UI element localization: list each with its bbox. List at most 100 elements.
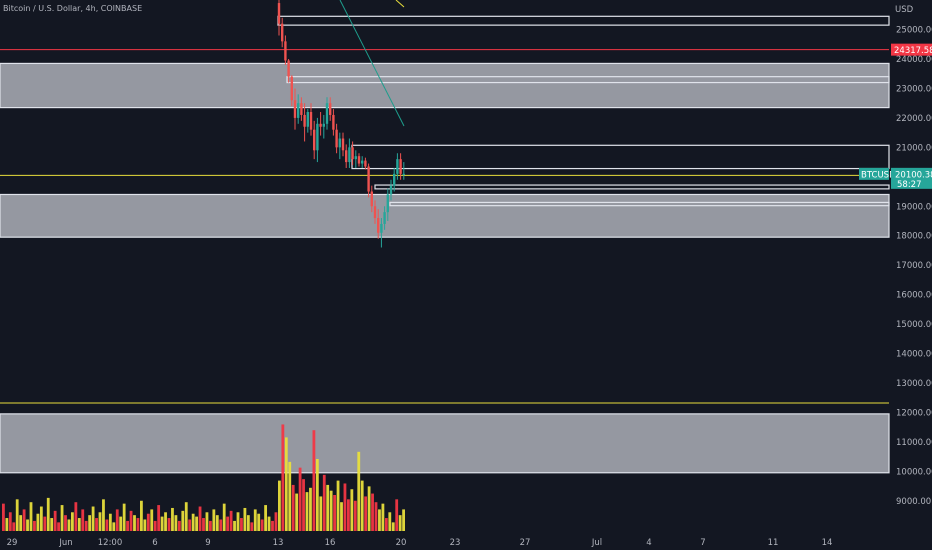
price-tick-label: 19000.00 <box>896 202 932 212</box>
volume-bar <box>257 513 261 531</box>
candle-body <box>373 206 377 219</box>
volume-bar <box>160 516 164 531</box>
volume-bar <box>129 510 133 531</box>
volume-bar <box>115 509 119 531</box>
volume-bar <box>350 489 354 531</box>
candle-body <box>284 41 287 61</box>
outline-zone <box>374 184 890 190</box>
volume-bar <box>357 451 361 531</box>
volume-bar <box>336 480 340 531</box>
volume-bar <box>222 503 226 531</box>
volume-bar <box>274 512 278 531</box>
volume-bar <box>60 505 64 531</box>
volume-bar <box>74 502 78 531</box>
volume-bar <box>229 510 233 531</box>
volume-bar <box>88 515 92 531</box>
price-tick-label: 9000.00 <box>896 497 931 507</box>
volume-bar <box>209 520 212 531</box>
volume-bar <box>181 510 185 531</box>
support-resistance-zone <box>0 193 890 238</box>
volume-bar <box>26 519 29 531</box>
time-tick-label: 20 <box>396 538 407 548</box>
volume-bar <box>36 513 40 531</box>
volume-bar <box>53 510 57 531</box>
volume-bar <box>240 518 243 531</box>
volume-bar <box>43 516 47 531</box>
volume-bar <box>177 520 181 531</box>
volume-bar <box>402 509 405 531</box>
candle-body <box>316 123 319 151</box>
candle-body <box>389 185 393 195</box>
volume-bar <box>133 515 136 531</box>
currency-label: USD <box>895 5 914 15</box>
volume-bar <box>326 484 330 531</box>
volume-bar <box>219 519 223 531</box>
volume-bar <box>143 519 147 531</box>
candle-body <box>383 212 386 224</box>
candle-body <box>300 103 303 115</box>
volume-bar <box>164 512 167 531</box>
volume-bar <box>284 437 288 531</box>
time-tick-label: 4 <box>646 538 651 548</box>
volume-layer <box>2 424 405 531</box>
volume-bar <box>84 520 88 531</box>
volume-bar <box>340 502 343 531</box>
volume-bar <box>353 500 357 531</box>
candle-body <box>402 173 405 175</box>
volume-bar <box>102 499 105 531</box>
volume-bar <box>202 518 205 531</box>
time-tick-label: 12:00 <box>98 538 123 548</box>
outline-zone <box>286 76 890 84</box>
volume-bar <box>298 467 302 531</box>
time-tick-label: 11 <box>768 538 779 548</box>
candle-body <box>393 173 396 186</box>
volume-bar <box>267 516 271 531</box>
volume-bar <box>233 520 236 531</box>
trend-lines-layer <box>339 0 405 127</box>
candle-body <box>325 103 329 124</box>
candle-body <box>377 218 380 233</box>
candle-body <box>319 123 322 127</box>
volume-bar <box>305 492 309 531</box>
zones-layer <box>0 15 890 474</box>
candle-body <box>332 114 335 130</box>
price-tick-label: 16000.00 <box>896 291 932 301</box>
volume-bar <box>167 518 171 531</box>
time-tick-label: 27 <box>520 538 531 548</box>
volume-bar <box>295 493 299 531</box>
candle-body <box>399 159 402 174</box>
price-tick-label: 17000.00 <box>896 261 932 271</box>
candle-body <box>354 156 357 160</box>
price-tick-label: 21000.00 <box>896 143 932 153</box>
volume-bar <box>126 520 129 531</box>
volume-bar <box>2 503 5 531</box>
volume-bar <box>39 506 43 531</box>
volume-bar <box>77 518 81 531</box>
volume-bar <box>253 509 257 531</box>
time-tick-label: 9 <box>205 538 210 548</box>
trend-line <box>395 0 405 8</box>
symbol-tag <box>859 167 889 180</box>
candle-body <box>293 100 297 118</box>
volume-bar <box>278 480 281 531</box>
volume-bar <box>364 496 368 531</box>
volume-bar <box>191 513 195 531</box>
volume-bar <box>108 513 112 531</box>
volume-bar <box>388 512 392 531</box>
current-price-label: 20100.38 <box>895 170 932 180</box>
volume-bar <box>302 479 305 531</box>
price-tick-label: 25000.00 <box>896 26 932 36</box>
volume-bar <box>205 512 209 531</box>
candle-body <box>309 112 313 130</box>
volume-bar <box>291 484 295 531</box>
volume-bar <box>264 505 267 531</box>
volume-bar <box>371 493 374 531</box>
volume-bar <box>122 503 126 531</box>
time-tick-label: 29 <box>7 538 18 548</box>
volume-bar <box>64 515 67 531</box>
countdown-label: 58:27 <box>897 180 922 190</box>
candle-body <box>351 147 354 160</box>
volume-bar <box>329 490 333 531</box>
